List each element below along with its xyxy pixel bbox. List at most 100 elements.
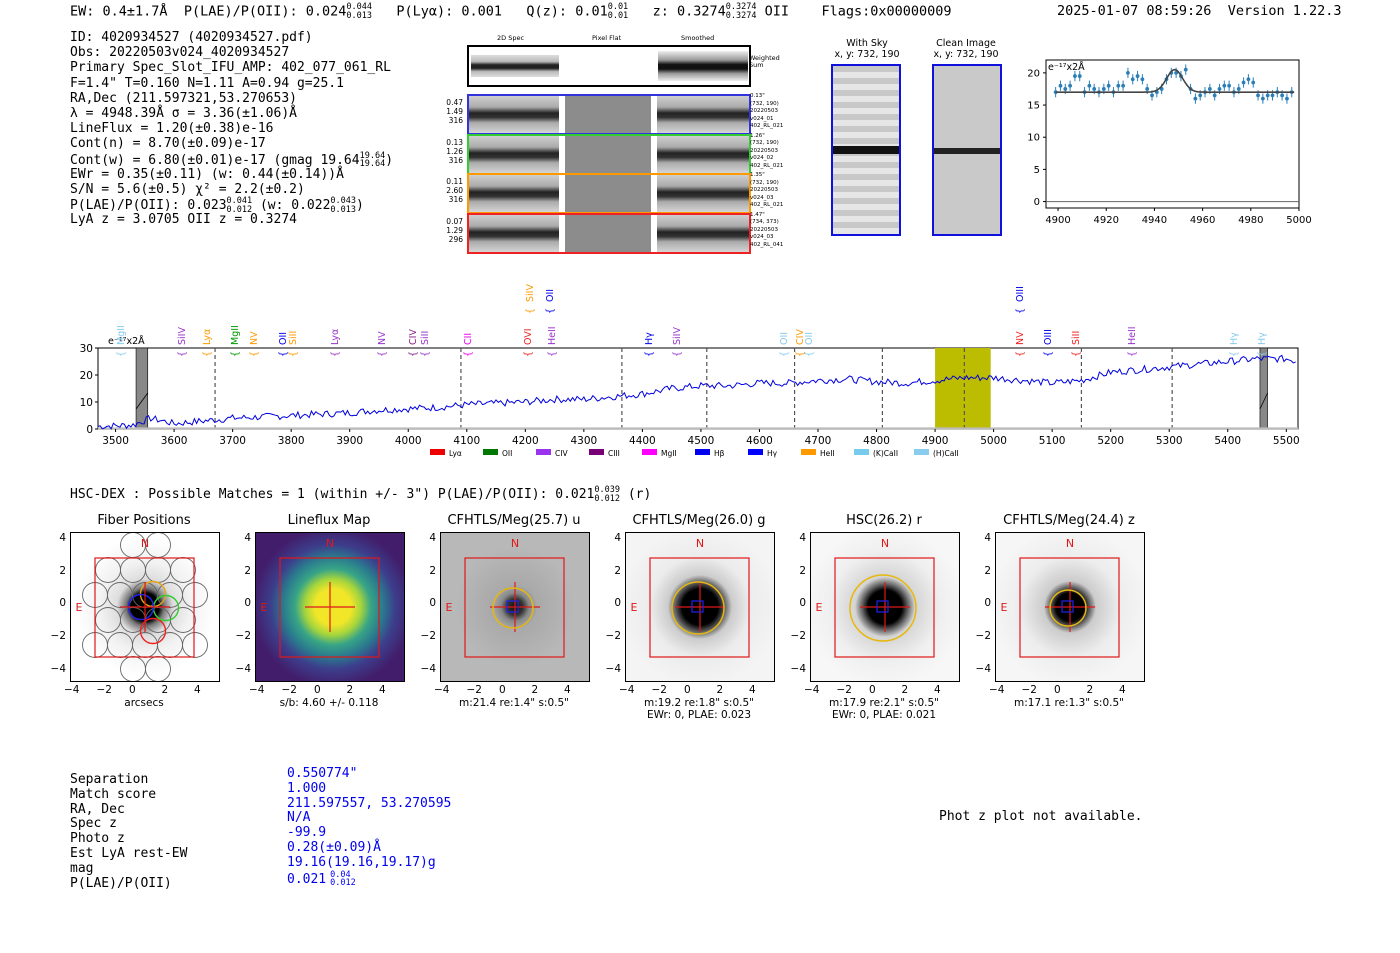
row-meta-line: 402_RL_021 xyxy=(750,202,784,209)
row-pixel-flat xyxy=(565,96,651,133)
panel-xtick-label: 4 xyxy=(379,684,386,696)
panel-xtick-label: 0 xyxy=(129,684,136,696)
hsc-lo: 0.012 xyxy=(594,493,620,504)
row-meta-line: 20220503 xyxy=(750,108,778,115)
zoom-data-point xyxy=(1251,80,1256,85)
emission-line-name: MgII xyxy=(116,325,127,345)
emission-line-name: SiII xyxy=(288,331,299,345)
zoom-data-point xyxy=(1077,74,1082,78)
row-stat-value: 296 xyxy=(448,234,463,244)
emission-line-label: OIII { xyxy=(1015,286,1026,314)
panel-ytick-label: −4 xyxy=(790,662,806,675)
east-label: E xyxy=(446,601,453,614)
header-right: 2025-01-07 08:59:26 Version 1.22.3 xyxy=(1057,3,1342,19)
row-stat-value: 0.07 xyxy=(446,216,463,226)
zoom-frame xyxy=(1045,59,1300,209)
sum-word: Sum xyxy=(749,61,764,69)
spectrum-ytick-label: 20 xyxy=(80,370,93,382)
legend-label: Hβ xyxy=(714,449,725,458)
panel-title: Fiber Positions xyxy=(97,513,191,528)
match-label: RA, Dec xyxy=(70,801,125,817)
spectrum-xtick-label: 4200 xyxy=(512,435,539,447)
zoom-ytick-label: 0 xyxy=(1034,197,1040,208)
row-meta-line: 1.47" xyxy=(750,211,765,218)
row-meta-line: v024_02 xyxy=(750,155,774,162)
spectrum-xtick-label: 4600 xyxy=(746,435,773,447)
spectrum-xtick-label: 4400 xyxy=(629,435,656,447)
weighted-sum-frame xyxy=(467,45,751,87)
clean-image-label: Clean Image xyxy=(936,38,996,49)
panel-ytick-label: −2 xyxy=(790,630,806,643)
panel-xtick-label: −2 xyxy=(836,684,852,696)
match-label: Est LyA rest-EW xyxy=(70,845,188,861)
match-value-text: 1.000 xyxy=(287,780,327,796)
zoom-unit-label: e⁻¹⁷x2Å xyxy=(1048,61,1085,73)
col-2d-spec: 2D Spec xyxy=(497,34,525,42)
panel-title: CFHTLS/Meg(24.4) z xyxy=(1003,513,1135,528)
panel-ytick-label: −4 xyxy=(235,662,251,675)
match-value: 0.021 0.04 0.012 xyxy=(287,871,451,888)
emission-line-label: OII { xyxy=(804,332,815,357)
zoom-data-point xyxy=(1236,87,1241,91)
header-flags: Flags:0x00000009 xyxy=(821,3,952,20)
zoom-data-point xyxy=(1130,77,1135,82)
zoom-data-point xyxy=(1135,74,1140,78)
zoom-data-point xyxy=(1063,87,1068,91)
east-label: E xyxy=(76,601,83,614)
panel-xtick-label: 4 xyxy=(564,684,571,696)
emission-line-name: Lyα xyxy=(202,329,213,345)
row-stat-value: 316 xyxy=(448,195,463,204)
panel-xtick-label: −2 xyxy=(651,684,667,696)
row-2d-spec xyxy=(469,214,559,252)
panel-ytick-label: −4 xyxy=(420,662,436,675)
emission-line-label: Hγ { xyxy=(1257,332,1268,357)
emission-line-bracket: { xyxy=(230,351,241,357)
masked-hatch xyxy=(135,392,149,410)
header-ew: EW: 0.4±1.7Å xyxy=(70,3,168,20)
emission-line-label: SiII { xyxy=(1071,331,1082,357)
panel-ytick-label: 2 xyxy=(59,564,66,577)
row-smoothed xyxy=(657,214,749,252)
source-marker xyxy=(1061,600,1074,613)
legend-swatch xyxy=(801,449,816,455)
emission-line-label: NV { xyxy=(377,331,388,357)
emission-line-bracket: { xyxy=(1043,351,1054,357)
panel-ytick-label: 0 xyxy=(244,597,251,610)
emission-line-name: CII xyxy=(463,333,474,345)
emission-line-name: OII xyxy=(545,289,556,302)
panel-ytick-label: −2 xyxy=(605,630,621,643)
emission-line-label: SiII { xyxy=(288,331,299,357)
panel-xtick-label: −4 xyxy=(804,684,820,696)
info-obs: Obs: 20220503v024_4020934527 xyxy=(70,45,290,61)
row-stat-value: 1.29 xyxy=(446,225,463,235)
panel-xtick-label: 0 xyxy=(1054,684,1061,696)
emission-line-label: CIV { xyxy=(408,329,419,357)
row-stat-value: 1.26 xyxy=(446,146,463,156)
emission-line-name: Hγ xyxy=(1257,332,1268,345)
emission-line-label: CIV { xyxy=(795,329,806,357)
noise-band xyxy=(98,427,1298,430)
spectrum-xtick-label: 3600 xyxy=(161,435,188,447)
emission-line-name: HeII xyxy=(547,326,558,345)
zoom-data-point xyxy=(1116,83,1121,88)
spectrum-xtick-label: 5100 xyxy=(1039,435,1066,447)
with-sky-xy: x, y: 732, 190 xyxy=(834,49,900,60)
zoom-data-point xyxy=(1280,93,1285,98)
emission-line-name: SiII xyxy=(1071,331,1082,345)
match-value-text: N/A xyxy=(287,810,311,826)
row-stat-value: 0.13 xyxy=(446,137,463,147)
source-marker xyxy=(876,600,889,613)
fiber-circle xyxy=(132,632,158,658)
panel-xtick-label: 2 xyxy=(531,684,539,696)
emission-line-name: MgII xyxy=(230,325,241,345)
panel-ytick-label: 4 xyxy=(244,532,251,544)
panel-xtick-label: 2 xyxy=(1086,684,1094,696)
panel-overlay: NE xyxy=(816,537,935,658)
row-meta-line: 20220503 xyxy=(750,147,778,154)
spec-row-frame xyxy=(467,212,751,254)
zoom-data-point xyxy=(1227,83,1232,88)
spectrum-xtick-label: 4000 xyxy=(395,435,422,447)
weighted-word: Weighted xyxy=(749,54,780,62)
match-label: Match score xyxy=(70,786,157,802)
